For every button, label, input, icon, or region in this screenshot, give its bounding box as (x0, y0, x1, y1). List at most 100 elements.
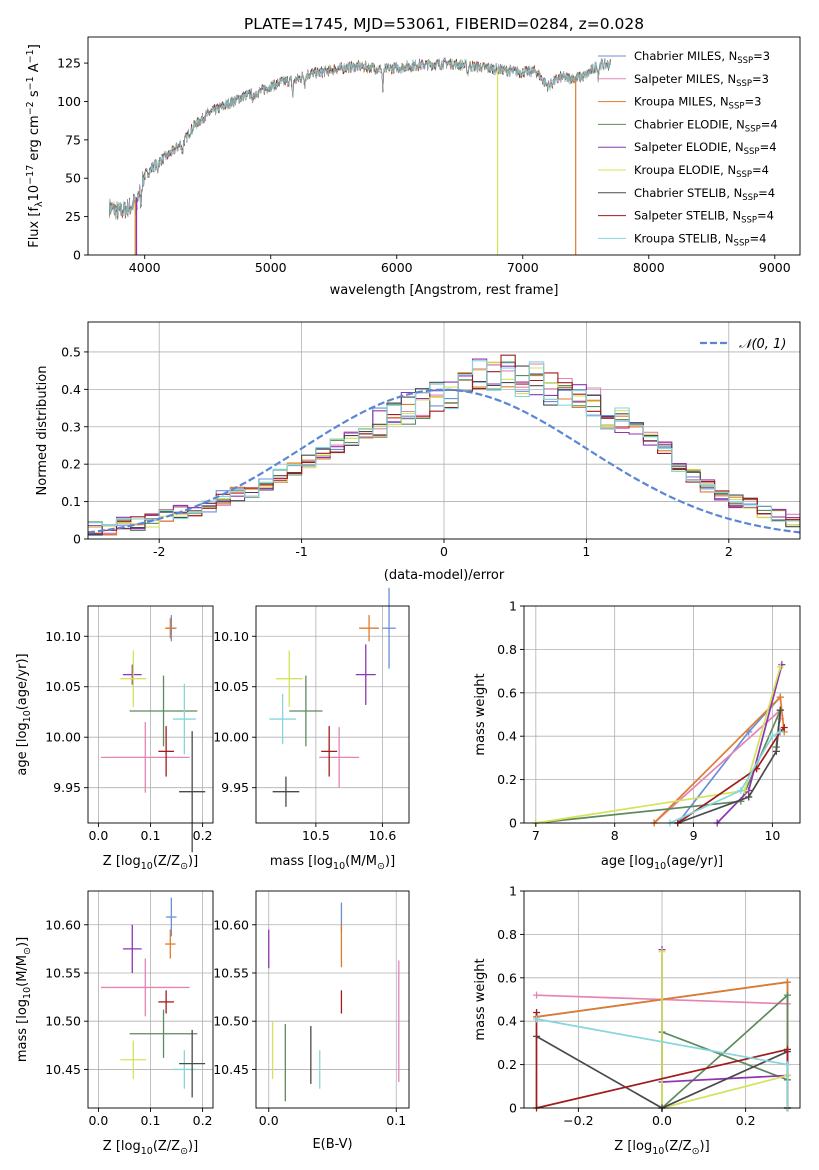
legend-label: Salpeter MILES, NSSP=3 (634, 72, 769, 89)
x-tick-label: 10.5 (302, 828, 330, 843)
x-tick-label: −0.2 (563, 1113, 593, 1128)
label-part: (M/M (345, 854, 377, 869)
weight-line (661, 951, 789, 1110)
label-part: (Z/Z (153, 854, 180, 869)
y-axis-label: mass weight (473, 673, 488, 755)
x-tick-label: 2 (725, 544, 733, 559)
label-part: (age/yr)] (666, 854, 723, 869)
legend-label: Salpeter STELIB, NSSP=4 (634, 209, 774, 226)
x-tick-label: 0.1 (141, 1113, 161, 1128)
label-part: Z [log (103, 1139, 141, 1154)
y-tick-label: 10.05 (45, 679, 81, 694)
x-tick-label: 10.6 (368, 828, 396, 843)
y-tick-label: 0.6 (497, 970, 517, 985)
label-part: ⊙ (180, 861, 188, 872)
y-tick-label: 0.5 (61, 344, 81, 359)
label-part: age [log (601, 854, 654, 869)
y-tick-label: 0 (509, 1101, 517, 1116)
y-tick-label: 0.8 (497, 642, 517, 657)
label-part: (M/M (15, 955, 30, 987)
legend: 𝒩(0, 1) (700, 337, 786, 352)
y-tick-label: 10.45 (213, 1062, 249, 1077)
x-tick-label: 7000 (507, 260, 539, 275)
axes-frame (523, 605, 801, 824)
legend-label-part: =4 (757, 209, 774, 223)
weight-marker (658, 948, 666, 956)
label-part: (Z/Z (664, 1139, 691, 1154)
legend-label: 𝒩(0, 1) (739, 337, 786, 352)
legend-label: Kroupa STELIB, NSSP=4 (634, 231, 766, 248)
massweight-vs-z-panel: −0.2 0.0 0.2 0 0.2 0.4 0.6 0.8 1 Z [log10(Z/Z⊙)] m… (473, 884, 801, 1157)
ticks: 10.5 10.6 9.95 10.00 10.05 10.10 (213, 629, 396, 843)
x-tick-label: 10 (764, 828, 780, 843)
y-axis-label: Flux [fλ10−17 erg cm−2 s−1 A−1] (25, 44, 45, 248)
legend-label-part: =3 (752, 72, 769, 86)
y-tick-label: 10.05 (213, 679, 249, 694)
x-tick-label: 0.0 (259, 1113, 279, 1128)
legend-label-part: Chabrier MILES, N (634, 49, 737, 63)
figure-title: PLATE=1745, MJD=53061, FIBERID=0284, z=0… (244, 15, 644, 33)
axes-frame (255, 605, 410, 824)
y-tick-label: 10.10 (45, 629, 81, 644)
histogram-step (88, 362, 800, 536)
label-part: mass [log (15, 999, 30, 1062)
y-tick-label: 0.4 (61, 382, 81, 397)
weight-marker (772, 747, 780, 755)
weight-marker (533, 991, 541, 999)
label-part: ⊙ (22, 947, 33, 955)
legend-label-part: SSP (742, 193, 758, 203)
y-tick-label: 10.10 (213, 629, 249, 644)
legend-label: Chabrier STELIB, NSSP=4 (634, 186, 775, 203)
label-part: )] (385, 854, 395, 869)
legend-label-part: Salpeter MILES, N (634, 72, 736, 86)
y-tick-label: 10.55 (213, 965, 249, 980)
label-part: s (27, 90, 42, 101)
x-axis-label: Z [log10(Z/Z⊙)] (614, 1139, 709, 1157)
x-tick-label: 8 (611, 828, 619, 843)
ticks: 0.0 0.1 0.2 9.95 10.00 10.05 10.10 (45, 629, 212, 843)
x-tick-label: 0.2 (193, 828, 213, 843)
x-axis-label: age [log10(age/yr)] (601, 854, 723, 872)
legend-label-part: SSP (741, 216, 757, 226)
label-part: −1 (25, 49, 36, 63)
label-part: erg cm (27, 115, 42, 164)
y-tick-label: 10.45 (45, 1062, 81, 1077)
ticks: 0.0 0.1 0.2 10.45 10.50 10.55 10.60 (45, 917, 212, 1128)
axes-frame (255, 890, 410, 1109)
x-tick-label: 0.1 (386, 1113, 406, 1128)
y-tick-label: 0.2 (61, 457, 81, 472)
ticks: 0.0 0.1 10.45 10.50 10.55 10.60 (213, 917, 406, 1128)
y-tick-label: 0.3 (61, 419, 81, 434)
label-part: )] (188, 1139, 198, 1154)
label-part: ⊙ (692, 1146, 700, 1157)
label-part: 10 (652, 1146, 664, 1157)
x-axis-label: (data-model)/error (384, 568, 505, 583)
plot-area (269, 587, 396, 807)
label-part: ] (27, 44, 42, 49)
legend-label-part: Salpeter ELODIE, N (634, 140, 744, 154)
label-part: Z [log (103, 854, 141, 869)
label-part: −1 (25, 76, 36, 90)
weight-marker (783, 991, 791, 999)
weight-line (677, 710, 782, 824)
y-axis-label: mass weight (473, 958, 488, 1040)
y-tick-label: 0.6 (497, 685, 517, 700)
plot-area (268, 902, 400, 1102)
weight-marker (768, 732, 776, 740)
weight-marker (783, 1061, 791, 1069)
plot-area (88, 354, 800, 536)
x-tick-label: 0.0 (652, 1113, 672, 1128)
weight-line (669, 731, 781, 824)
histogram-step (88, 361, 800, 529)
plot-area (533, 946, 791, 1112)
x-tick-label: 6000 (381, 260, 413, 275)
legend-label-part: Chabrier ELODIE, N (634, 117, 745, 131)
normal-curve (88, 388, 800, 534)
y-tick-label: 10.50 (213, 1014, 249, 1029)
ticks: -2 -1 0 1 2 0 0.1 0.2 0.3 0.4 0.5 (61, 344, 733, 559)
weight-line (653, 708, 782, 824)
y-tick-label: 9.95 (53, 780, 81, 795)
